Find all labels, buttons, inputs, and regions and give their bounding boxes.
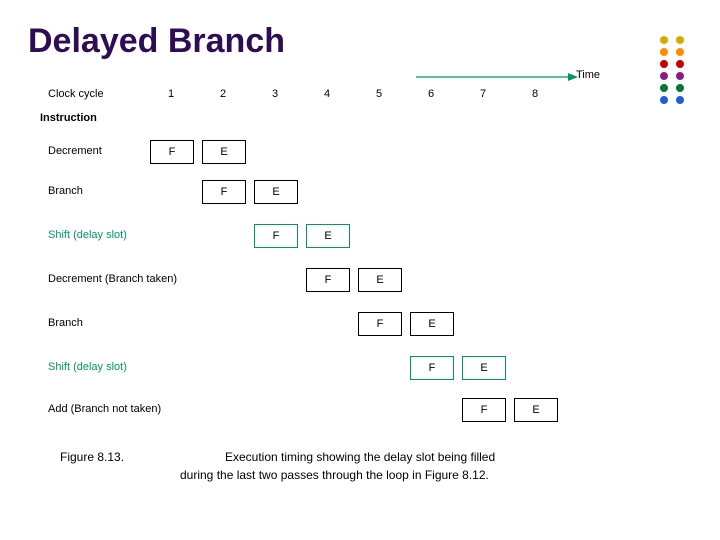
caption-line-2: during the last two passes through the l… <box>180 468 489 482</box>
clock-cycle-label: Clock cycle <box>48 88 104 100</box>
row-label-3: Decrement (Branch taken) <box>48 273 177 285</box>
clock-col-8: 8 <box>532 88 538 100</box>
instruction-label: Instruction <box>40 112 97 124</box>
cell-3-4: F <box>306 268 350 292</box>
cell-4-6: E <box>410 312 454 336</box>
deco-dot <box>676 84 684 92</box>
cell-3-5: E <box>358 268 402 292</box>
deco-dot <box>660 48 668 56</box>
cell-0-1: F <box>150 140 194 164</box>
clock-col-7: 7 <box>480 88 486 100</box>
row-label-4: Branch <box>48 317 83 329</box>
clock-col-3: 3 <box>272 88 278 100</box>
row-label-5: Shift (delay slot) <box>48 361 127 373</box>
row-label-1: Branch <box>48 185 83 197</box>
time-arrow <box>416 71 580 83</box>
deco-dot <box>676 72 684 80</box>
cell-2-4: E <box>306 224 350 248</box>
clock-col-1: 1 <box>168 88 174 100</box>
deco-dot <box>660 60 668 68</box>
row-label-6: Add (Branch not taken) <box>48 403 161 415</box>
cell-6-8: E <box>514 398 558 422</box>
row-label-2: Shift (delay slot) <box>48 229 127 241</box>
clock-col-6: 6 <box>428 88 434 100</box>
cell-5-6: F <box>410 356 454 380</box>
clock-col-2: 2 <box>220 88 226 100</box>
cell-4-5: F <box>358 312 402 336</box>
deco-dot <box>676 36 684 44</box>
cell-0-2: E <box>202 140 246 164</box>
cell-6-7: F <box>462 398 506 422</box>
caption-line-1: Execution timing showing the delay slot … <box>225 450 495 464</box>
deco-dot <box>660 84 668 92</box>
deco-dot <box>660 72 668 80</box>
row-label-0: Decrement <box>48 145 102 157</box>
slide-title: Delayed Branch <box>28 22 285 61</box>
clock-col-5: 5 <box>376 88 382 100</box>
deco-dot <box>660 96 668 104</box>
deco-dot <box>676 48 684 56</box>
deco-dot <box>676 60 684 68</box>
clock-col-4: 4 <box>324 88 330 100</box>
deco-dot <box>660 36 668 44</box>
cell-1-3: E <box>254 180 298 204</box>
deco-dot <box>676 96 684 104</box>
cell-2-3: F <box>254 224 298 248</box>
figure-number: Figure 8.13. <box>60 450 124 464</box>
cell-5-7: E <box>462 356 506 380</box>
cell-1-2: F <box>202 180 246 204</box>
